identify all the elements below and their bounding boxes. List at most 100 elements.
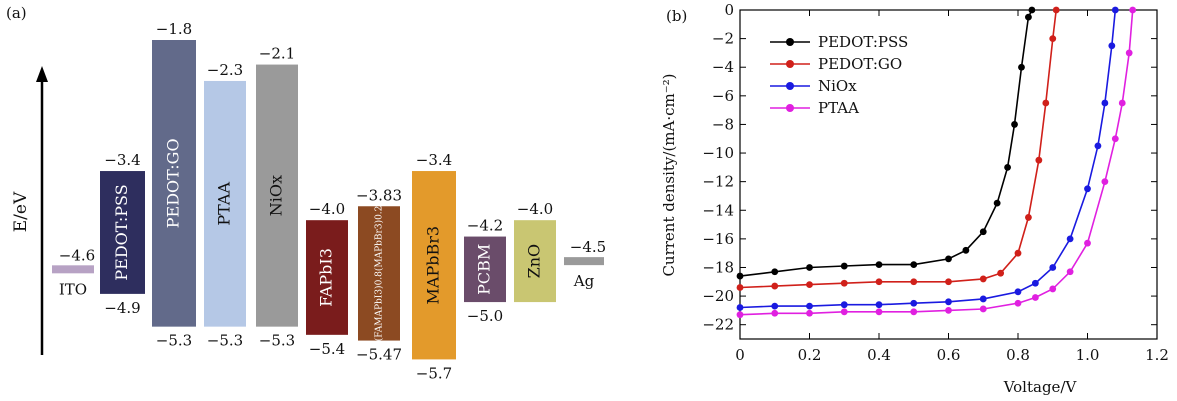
layer-10-electrode (564, 257, 604, 266)
series-point-3 (1125, 49, 1133, 57)
layer-1-top-label: −3.4 (104, 151, 140, 169)
layer-6-bar (358, 206, 400, 341)
y-tick-label: −8 (712, 115, 734, 133)
layer-3-bar (204, 80, 246, 327)
series-point-3 (1101, 178, 1109, 186)
series-point-3 (1031, 294, 1039, 301)
layer-5-bottom-label: −5.4 (309, 340, 345, 358)
y-tick-label: −4 (712, 58, 734, 76)
energy-axis-label: E/eV (11, 191, 31, 232)
series-line-3 (739, 9, 1134, 316)
layer-2-bottom-label: −5.3 (156, 332, 192, 350)
layer-6-bottom-label: −5.47 (356, 346, 402, 364)
panel-b-label: (b) (666, 7, 687, 25)
series-point-1 (1042, 99, 1050, 107)
arrow-head (36, 66, 48, 82)
x-tick-label: 1.2 (1145, 346, 1169, 364)
series-point-1 (771, 282, 779, 290)
series-point-3 (945, 306, 952, 314)
layer-6-name: (FAMAPbI3)0.8(MAPbBr3)0.2 (374, 206, 385, 342)
series-point-2 (1014, 288, 1022, 296)
layer-9-name: ZnO (525, 244, 544, 279)
series-point-1 (1025, 214, 1032, 221)
layer-7-top-label: −3.4 (416, 151, 452, 169)
layer-4-name: NiOx (267, 175, 286, 216)
plot-frame (739, 9, 1158, 340)
series-point-1 (945, 278, 952, 286)
series-point-3 (979, 305, 987, 313)
series-point-3 (1049, 285, 1057, 293)
layer-9-top-label: −4.0 (517, 200, 553, 218)
series-point-2 (979, 295, 987, 303)
layer-5-bar (306, 220, 348, 335)
y-tick-label: −12 (702, 173, 734, 191)
layer-8-top-label: −4.2 (467, 217, 503, 235)
series-point-1 (875, 278, 883, 286)
y-tick-label: −22 (702, 316, 734, 334)
y-tick-label: −18 (702, 258, 734, 276)
series-point-1 (1014, 249, 1022, 257)
series-point-1 (806, 281, 813, 289)
legend-marker-0 (786, 38, 794, 46)
series-point-2 (1031, 279, 1039, 287)
series-point-2 (806, 302, 813, 310)
series-point-1 (1035, 156, 1043, 164)
series-point-3 (1129, 6, 1137, 14)
layer-1-bottom-label: −4.9 (104, 299, 140, 317)
y-tick-label: −2 (712, 30, 734, 48)
legend-label-2: NiOx (818, 77, 857, 95)
x-tick-label: 0.8 (1006, 346, 1030, 364)
x-tick-label: 1.0 (1076, 346, 1100, 364)
series-point-2 (1101, 99, 1109, 107)
x-tick-label: 0.6 (937, 346, 961, 364)
layer-6-top-label: −3.83 (356, 186, 402, 204)
layer-8-name: PCBM (475, 244, 494, 295)
series-point-2 (1111, 6, 1119, 14)
layer-3-bottom-label: −5.3 (207, 332, 243, 350)
x-tick-label: 0.4 (867, 346, 891, 364)
series-point-3 (910, 308, 918, 316)
layer-7-name: MAPbBr3 (424, 226, 443, 305)
y-tick-label: −20 (702, 287, 734, 305)
series-point-2 (875, 301, 883, 309)
layer-7-bar (412, 171, 456, 360)
legend-marker-2 (786, 82, 794, 90)
series-point-0 (1028, 6, 1036, 14)
layer-4-top-label: −2.1 (259, 45, 295, 63)
series-point-2 (840, 301, 848, 309)
layer-4-bar (256, 64, 298, 327)
series-point-0 (875, 261, 883, 269)
series-point-0 (910, 261, 918, 269)
series-point-3 (1014, 299, 1022, 307)
series-point-0 (806, 264, 813, 271)
x-tick-label: 0 (735, 346, 745, 364)
layer-2-bar (152, 40, 196, 327)
series-point-1 (1052, 6, 1060, 14)
x-axis-label: Voltage/V (1003, 378, 1078, 396)
series-point-2 (1084, 185, 1091, 193)
layer-1-name: PEDOT:PSS (112, 184, 131, 280)
series-point-3 (1066, 268, 1074, 276)
layer-3-name: PTAA (215, 182, 234, 226)
series-point-3 (806, 309, 813, 317)
series-point-0 (840, 262, 848, 270)
series-point-2 (736, 304, 744, 311)
layer-2-name: PEDOT:GO (164, 138, 183, 228)
y-tick-label: −10 (702, 144, 734, 162)
layer-5-name: FAPbI3 (317, 248, 336, 307)
series-point-1 (1049, 35, 1057, 43)
series-point-2 (1049, 264, 1057, 271)
legend-marker-1 (786, 60, 794, 68)
y-tick-label: −6 (712, 87, 734, 105)
series-point-1 (979, 275, 987, 283)
series-point-0 (1025, 13, 1032, 21)
legend-label-1: PEDOT:GO (818, 55, 902, 73)
series-point-3 (840, 308, 848, 316)
series-point-2 (1066, 235, 1074, 243)
layer-0-top-label: −4.6 (59, 246, 95, 264)
series-point-0 (945, 255, 952, 263)
layer-5-top-label: −4.0 (309, 200, 345, 218)
series-point-1 (910, 278, 918, 286)
series-point-3 (1118, 99, 1126, 107)
series-point-0 (1018, 63, 1025, 71)
